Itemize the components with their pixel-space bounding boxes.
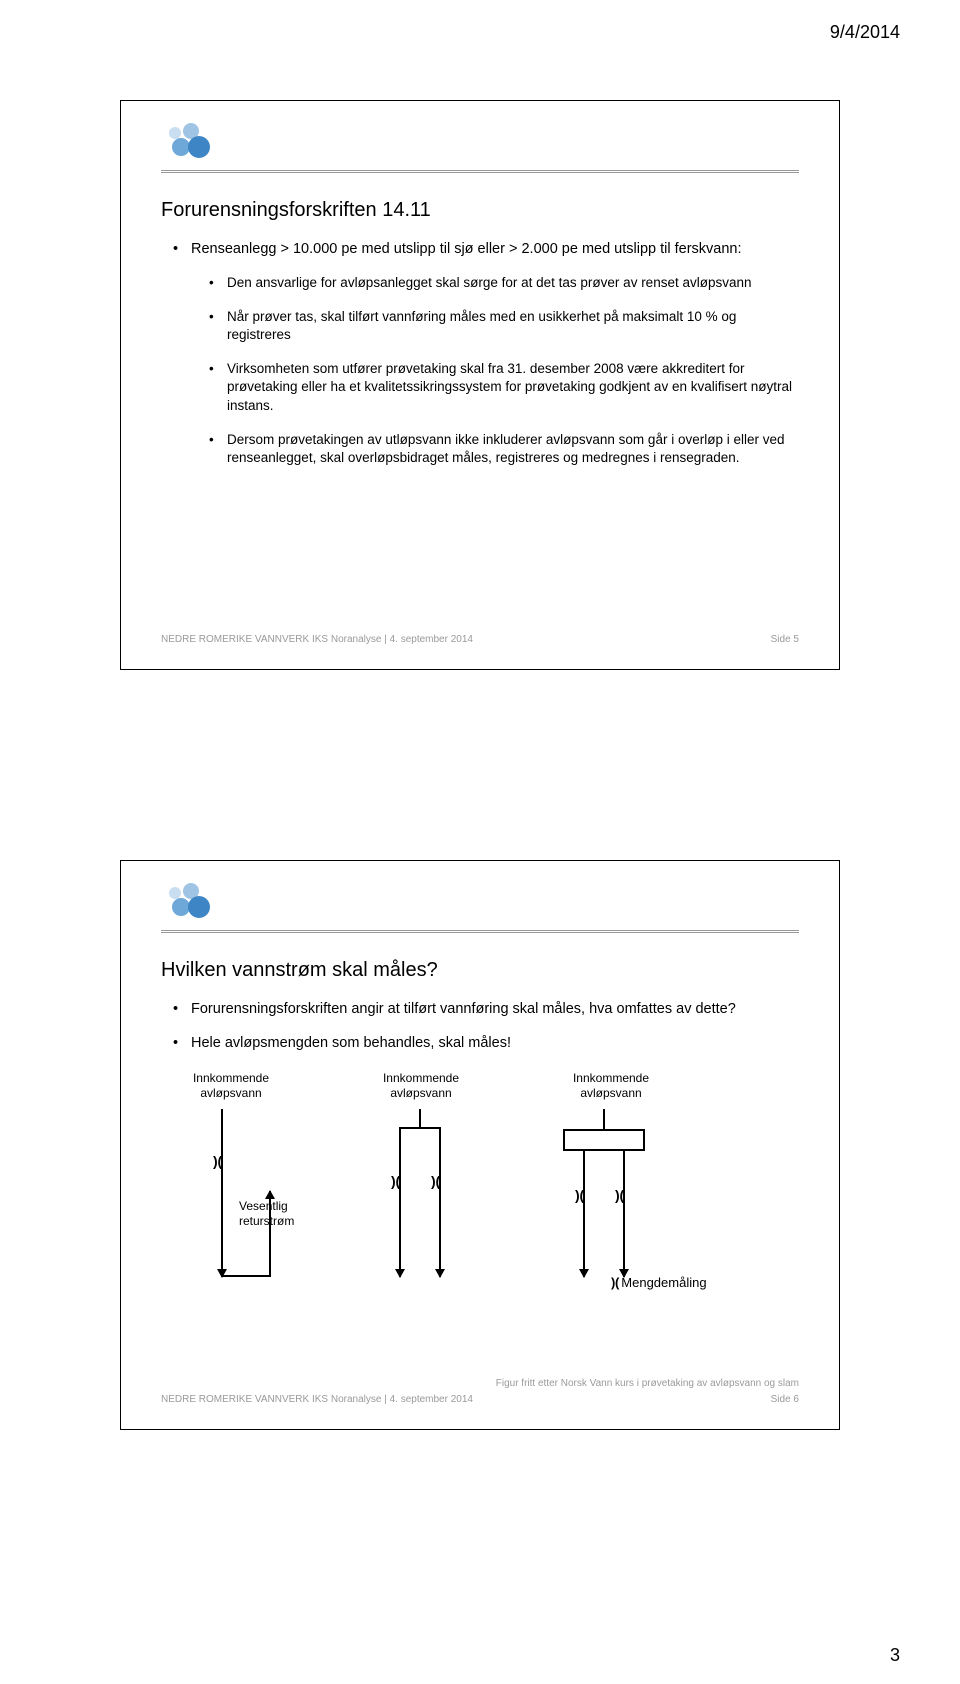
meter-icon: ) (: [431, 1173, 438, 1189]
flow-diagram: Innkommende avløpsvann ) ( Vesentlig retur…: [181, 1067, 781, 1297]
return-connector: [221, 1275, 271, 1277]
fork-bar: [563, 1129, 645, 1131]
footer-left: NEDRE ROMERIKE VANNVERK IKS Noranalyse |…: [161, 634, 473, 645]
flow-arrow-icon: [623, 1149, 625, 1277]
bubbles-logo-icon: [161, 121, 799, 166]
list-item: Den ansvarlige for avløpsanlegget skal s…: [227, 274, 799, 292]
fork-stem: [603, 1109, 605, 1129]
flow-arrow-icon: [583, 1149, 585, 1277]
fork-side: [643, 1129, 645, 1149]
page-number: 3: [890, 1645, 900, 1666]
meter-icon: ) (: [391, 1173, 398, 1189]
bullet-list-lvl2: Den ansvarlige for avløpsanlegget skal s…: [191, 274, 799, 468]
slide-title: Hvilken vannstrøm skal måles?: [161, 959, 799, 982]
bullet-list-lvl1: Renseanlegg > 10.000 pe med utslipp til …: [161, 240, 799, 467]
list-item: Forurensningsforskriften angir at tilfør…: [191, 1000, 799, 1020]
divider: [161, 932, 799, 933]
slide-footer: NEDRE ROMERIKE VANNVERK IKS Noranalyse |…: [161, 634, 799, 645]
legend: ) ( Mengdemåling: [611, 1275, 707, 1290]
split-stem: [419, 1109, 421, 1127]
slide-footer: NEDRE ROMERIKE VANNVERK IKS Noranalyse |…: [161, 1394, 799, 1405]
bullet-text: Renseanlegg > 10.000 pe med utslipp til …: [191, 241, 742, 257]
fork-bar: [563, 1149, 645, 1151]
footer-right: Side 5: [771, 634, 799, 645]
column-label: Innkommende avløpsvann: [551, 1071, 671, 1100]
flow-arrow-icon: [439, 1127, 441, 1277]
return-label: Vesentlig returstrøm: [239, 1199, 294, 1228]
list-item: Virksomheten som utfører prøvetaking ska…: [227, 360, 799, 415]
bullet-list: Forurensningsforskriften angir at tilfør…: [161, 1000, 799, 1053]
slide-1: Forurensningsforskriften 14.11 Renseanle…: [120, 100, 840, 670]
flow-arrow-icon: [221, 1109, 223, 1277]
list-item: Renseanlegg > 10.000 pe med utslipp til …: [191, 240, 799, 467]
meter-icon: ) (: [213, 1153, 220, 1169]
fork-side: [563, 1129, 565, 1149]
list-item: Når prøver tas, skal tilført vannføring …: [227, 308, 799, 344]
figure-credit: Figur fritt etter Norsk Vann kurs i prøv…: [496, 1378, 799, 1389]
divider: [161, 930, 799, 931]
meter-icon: ) (: [575, 1187, 582, 1203]
page-date: 9/4/2014: [830, 22, 900, 43]
divider: [161, 170, 799, 171]
flow-arrow-icon: [399, 1127, 401, 1277]
list-item: Dersom prøvetakingen av utløpsvann ikke …: [227, 431, 799, 467]
bubbles-logo-icon: [161, 881, 799, 926]
column-label: Innkommende avløpsvann: [171, 1071, 291, 1100]
divider: [161, 172, 799, 173]
footer-right: Side 6: [771, 1394, 799, 1405]
meter-icon: ) (: [611, 1275, 617, 1290]
list-item: Hele avløpsmengden som behandles, skal m…: [191, 1034, 799, 1054]
footer-left: NEDRE ROMERIKE VANNVERK IKS Noranalyse |…: [161, 1394, 473, 1405]
slide-2: Hvilken vannstrøm skal måles? Forurensni…: [120, 860, 840, 1430]
column-label: Innkommende avløpsvann: [361, 1071, 481, 1100]
slide-title: Forurensningsforskriften 14.11: [161, 199, 799, 222]
page: 9/4/2014 Forurensningsforskriften 14.11 …: [0, 0, 960, 1684]
meter-icon: ) (: [615, 1187, 622, 1203]
split-bar: [399, 1127, 441, 1129]
legend-label: Mengdemåling: [621, 1275, 706, 1290]
